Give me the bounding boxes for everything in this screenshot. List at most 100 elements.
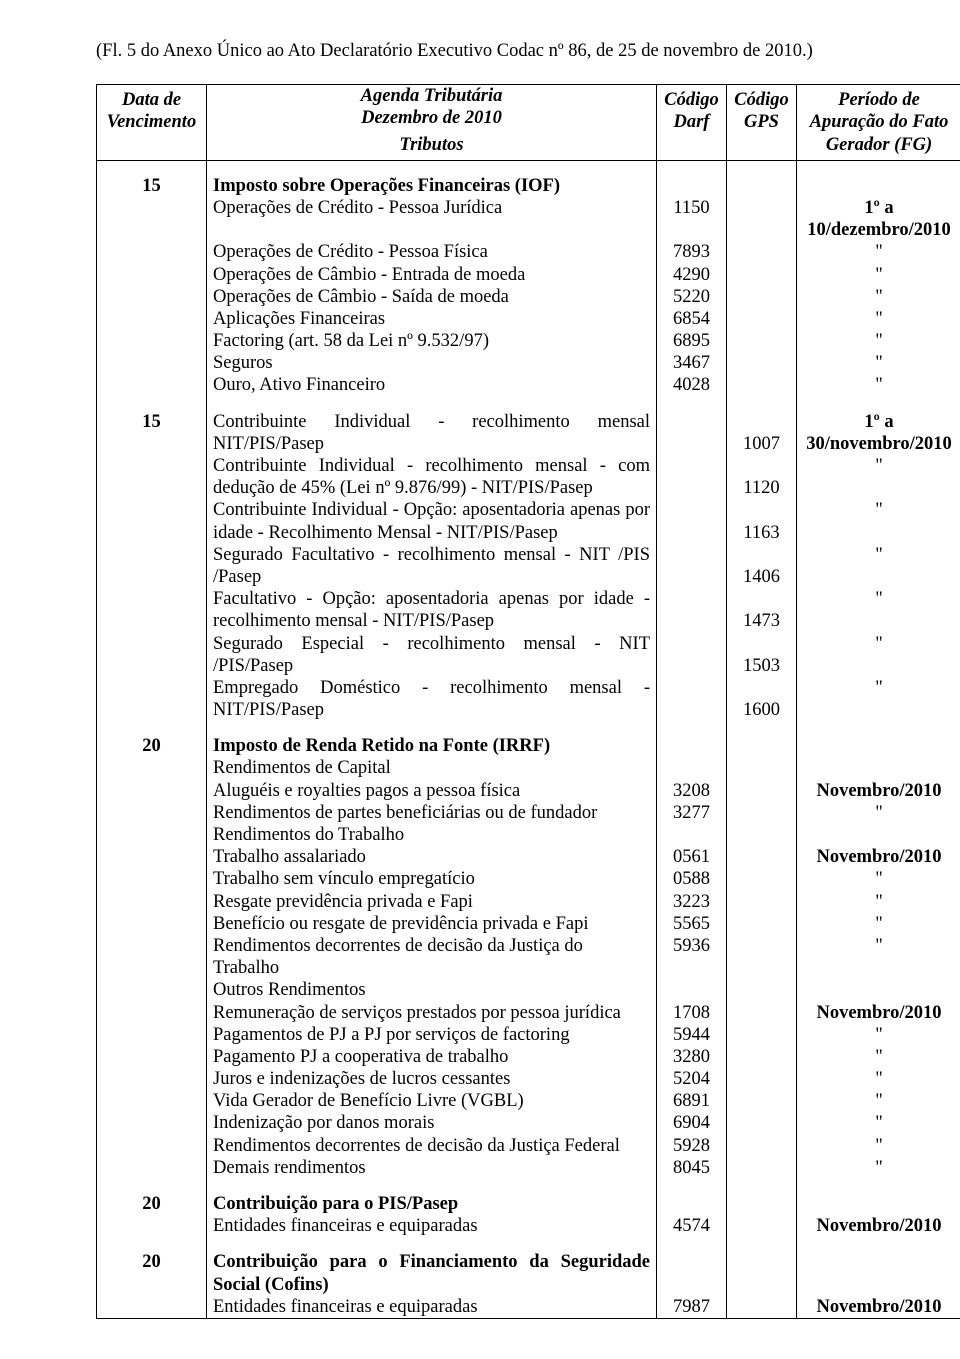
- darf-code: [657, 677, 727, 721]
- gps-code: [727, 374, 797, 396]
- period-cell: ": [797, 544, 960, 588]
- gps-code: [727, 241, 797, 263]
- period-cell: ": [797, 1068, 960, 1090]
- section-heading: Imposto sobre Operações Financeiras (IOF…: [207, 175, 657, 197]
- item-desc: Rendimentos decorrentes de decisão da Ju…: [207, 935, 657, 979]
- gps-code: [727, 264, 797, 286]
- period-cell: ": [797, 913, 960, 935]
- subheading: Outros Rendimentos: [207, 979, 657, 1001]
- gps-code: [727, 913, 797, 935]
- tax-schedule-table: Data de Vencimento Agenda Tributária Dez…: [96, 84, 960, 1319]
- period-cell: Novembro/2010: [797, 1215, 960, 1237]
- period-cell: ": [797, 588, 960, 632]
- darf-code: 5565: [657, 913, 727, 935]
- day-cell: 20: [97, 1251, 207, 1295]
- item-desc: Vida Gerador de Benefício Livre (VGBL): [207, 1090, 657, 1112]
- period-cell: ": [797, 1090, 960, 1112]
- period-cell: ": [797, 1112, 960, 1134]
- item-desc: Juros e indenizações de lucros cessantes: [207, 1068, 657, 1090]
- darf-code: 4290: [657, 264, 727, 286]
- item-desc: Resgate previdência privada e Fapi: [207, 891, 657, 913]
- gps-code: [727, 286, 797, 308]
- th-data-text: Data de Vencimento: [107, 90, 196, 132]
- darf-code: 7893: [657, 241, 727, 263]
- period-cell: Novembro/2010: [797, 1296, 960, 1319]
- item-desc: Aluguéis e royalties pagos a pessoa físi…: [207, 780, 657, 802]
- period-cell: ": [797, 308, 960, 330]
- th-tributos-text: Tributos: [399, 135, 463, 155]
- period-cell: ": [797, 1024, 960, 1046]
- darf-code: 6895: [657, 330, 727, 352]
- period-cell: ": [797, 1157, 960, 1179]
- subheading: Rendimentos de Capital: [207, 757, 657, 779]
- gps-code: 1473: [727, 588, 797, 632]
- item-desc: Segurado Facultativo - recolhimento mens…: [207, 544, 657, 588]
- darf-code: 3280: [657, 1046, 727, 1068]
- item-desc: Demais rendimentos: [207, 1157, 657, 1179]
- item-desc: Rendimentos decorrentes de decisão da Ju…: [207, 1135, 657, 1157]
- darf-code: 5928: [657, 1135, 727, 1157]
- darf-code: [657, 411, 727, 455]
- item-desc: Operações de Crédito - Pessoa Física: [207, 241, 657, 263]
- agenda-title-1: Agenda Tributária: [213, 85, 650, 107]
- gps-code: [727, 1112, 797, 1134]
- section-heading: Contribuição para o Financiamento da Seg…: [207, 1251, 657, 1295]
- page-header-text: (Fl. 5 do Anexo Único ao Ato Declaratóri…: [96, 40, 882, 62]
- item-desc: Operações de Crédito - Pessoa Jurídica: [207, 197, 657, 241]
- th-darf: Código Darf: [657, 85, 727, 161]
- darf-code: 5936: [657, 935, 727, 979]
- darf-code: [657, 499, 727, 543]
- period-cell: Novembro/2010: [797, 846, 960, 868]
- item-desc: Pagamentos de PJ a PJ por serviços de fa…: [207, 1024, 657, 1046]
- darf-code: 3223: [657, 891, 727, 913]
- darf-code: 3277: [657, 802, 727, 824]
- item-desc: Contribuinte Individual - Opção: aposent…: [207, 499, 657, 543]
- th-periodo: Período de Apuração do Fato Gerador (FG): [797, 85, 960, 161]
- darf-code: 1708: [657, 1002, 727, 1024]
- gps-code: 1503: [727, 633, 797, 677]
- gps-code: [727, 935, 797, 979]
- darf-code: 1150: [657, 197, 727, 241]
- th-darf-text: Código Darf: [664, 90, 718, 132]
- darf-code: 4028: [657, 374, 727, 396]
- darf-code: 5204: [657, 1068, 727, 1090]
- gps-code: [727, 891, 797, 913]
- day-cell: 15: [97, 175, 207, 197]
- darf-code: [657, 633, 727, 677]
- gps-code: [727, 197, 797, 241]
- gps-code: 1120: [727, 455, 797, 499]
- gps-code: 1406: [727, 544, 797, 588]
- darf-code: 3467: [657, 352, 727, 374]
- section-heading: Contribuição para o PIS/Pasep: [207, 1193, 657, 1215]
- gps-code: [727, 846, 797, 868]
- period-cell: ": [797, 352, 960, 374]
- day-cell: 15: [97, 411, 207, 455]
- gps-code: [727, 1046, 797, 1068]
- item-desc: Facultativo - Opção: aposentadoria apena…: [207, 588, 657, 632]
- item-desc: Aplicações Financeiras: [207, 308, 657, 330]
- gps-code: [727, 1090, 797, 1112]
- item-desc: Contribuinte Individual - recolhimento m…: [207, 411, 657, 455]
- item-desc: Segurado Especial - recolhimento mensal …: [207, 633, 657, 677]
- th-data: Data de Vencimento: [97, 85, 207, 161]
- section-heading: Imposto de Renda Retido na Fonte (IRRF): [207, 735, 657, 757]
- item-desc: Ouro, Ativo Financeiro: [207, 374, 657, 396]
- period-cell: ": [797, 241, 960, 263]
- gps-code: 1007: [727, 411, 797, 455]
- item-desc: Seguros: [207, 352, 657, 374]
- gps-code: [727, 1024, 797, 1046]
- th-tributos: Tributos: [207, 130, 657, 161]
- th-gps-text: Código GPS: [734, 90, 788, 132]
- gps-code: 1600: [727, 677, 797, 721]
- period-cell: Novembro/2010: [797, 1002, 960, 1024]
- darf-code: 5944: [657, 1024, 727, 1046]
- gps-code: [727, 1135, 797, 1157]
- gps-code: [727, 1157, 797, 1179]
- gps-code: [727, 868, 797, 890]
- subheading: Rendimentos do Trabalho: [207, 824, 657, 846]
- darf-code: [657, 544, 727, 588]
- darf-code: 0588: [657, 868, 727, 890]
- darf-code: 0561: [657, 846, 727, 868]
- darf-code: 6891: [657, 1090, 727, 1112]
- period-cell: 1º a 30/novembro/2010: [797, 411, 960, 455]
